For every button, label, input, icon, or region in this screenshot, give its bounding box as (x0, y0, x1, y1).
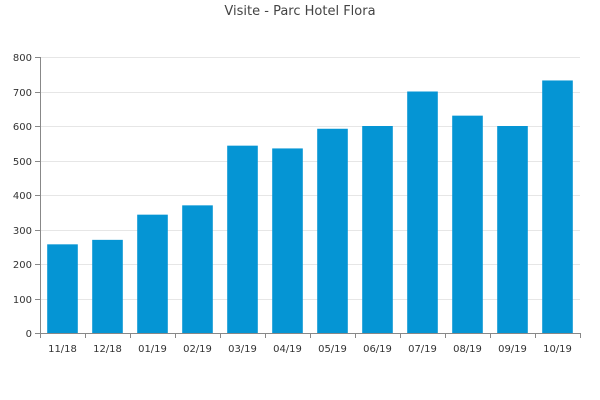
x-tick-label: 02/19 (183, 344, 212, 355)
x-tick-label: 09/19 (498, 344, 527, 355)
x-tick-label: 10/19 (543, 344, 572, 355)
x-tick-label: 11/18 (48, 344, 77, 355)
y-tick-label: 300 (13, 226, 32, 237)
bar (47, 244, 78, 333)
bar (227, 145, 258, 333)
y-tick-label: 700 (13, 88, 32, 99)
y-tick-label: 600 (13, 122, 32, 133)
y-tick-label: 200 (13, 260, 32, 271)
x-tick-label: 04/19 (273, 344, 302, 355)
y-tick-label: 100 (13, 295, 32, 306)
bar (92, 239, 123, 333)
y-tick-label: 800 (13, 53, 32, 64)
x-tick-label: 03/19 (228, 344, 257, 355)
bar (407, 91, 438, 333)
x-tick-label: 07/19 (408, 344, 437, 355)
x-tick-label: 06/19 (363, 344, 392, 355)
bar (542, 80, 573, 334)
bar (272, 148, 303, 333)
x-tick-label: 01/19 (138, 344, 167, 355)
bar (362, 126, 393, 333)
bar (137, 214, 168, 333)
bar (182, 205, 213, 333)
bar (452, 115, 483, 334)
y-tick-label: 0 (26, 329, 32, 340)
y-tick-label: 400 (13, 191, 32, 202)
x-tick-label: 08/19 (453, 344, 482, 355)
bar (317, 128, 348, 333)
chart-title: Visite - Parc Hotel Flora (224, 4, 376, 19)
x-tick-label: 12/18 (93, 344, 122, 355)
bar (497, 126, 528, 333)
x-tick-label: 05/19 (318, 344, 347, 355)
y-tick-label: 500 (13, 157, 32, 168)
